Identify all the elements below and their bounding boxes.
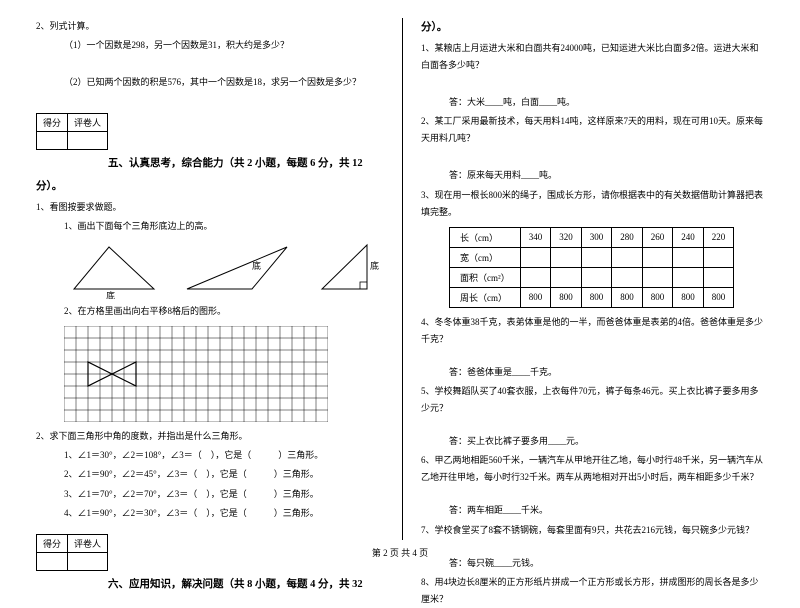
right-column: 分）。 1、某粮店上月运进大米和白面共有24000吨，已知运进大米比白面多2倍。… <box>403 18 772 540</box>
r-a2: 答：原来每天用料____吨。 <box>421 167 764 184</box>
table-cell: 800 <box>612 287 643 307</box>
r-q1: 1、某粮店上月运进大米和白面共有24000吨，已知运进大米比白面多2倍。运进大米… <box>421 40 764 74</box>
table-cell: 300 <box>581 227 612 247</box>
triangle-3: 底 <box>312 239 384 299</box>
q5-2-r3: 3、∠1＝70°，∠2＝70°，∠3＝（ ），它是（ ）三角形。 <box>36 486 384 503</box>
svg-text:底: 底 <box>106 290 115 299</box>
table-cell <box>551 247 582 267</box>
section-6-title: 六、应用知识，解决问题（共 8 小题，每题 4 分，共 32 <box>108 577 384 594</box>
section-5-title: 五、认真思考，综合能力（共 2 小题，每题 6 分，共 12 <box>108 156 384 173</box>
table-cell <box>612 267 643 287</box>
table-cell <box>551 267 582 287</box>
q5-1-sub2: 2、在方格里画出向右平移8格后的图形。 <box>36 303 384 320</box>
r-a6: 答：两车相距____千米。 <box>421 502 764 519</box>
page-footer: 第 2 页 共 4 页 <box>0 546 800 559</box>
table-row-header: 面积（cm²） <box>450 267 521 287</box>
table-cell: 800 <box>581 287 612 307</box>
triangle-row: 底 底 底 <box>64 239 384 299</box>
table-cell <box>642 267 673 287</box>
q5-2-r1: 1、∠1＝30°，∠2＝108°，∠3＝（ ），它是（ ）三角形。 <box>36 447 384 464</box>
table-cell: 800 <box>703 287 734 307</box>
q5-2-title: 2、求下面三角形中角的度数，并指出是什么三角形。 <box>36 428 384 445</box>
triangle-2: 底 <box>182 239 294 299</box>
table-cell <box>703 267 734 287</box>
q5-2-r2: 2、∠1＝90°，∠2＝45°，∠3＝（ ），它是（ ）三角形。 <box>36 466 384 483</box>
table-row-header: 宽（cm） <box>450 247 521 267</box>
table-cell <box>520 247 551 267</box>
r-a4: 答：爸爸体重是____千克。 <box>421 364 764 381</box>
r-q6: 6、甲乙两地相距560千米，一辆汽车从甲地开往乙地，每小时行48千米，另一辆汽车… <box>421 452 764 486</box>
table-cell <box>581 247 612 267</box>
table-cell: 320 <box>551 227 582 247</box>
triangle-3-svg: 底 <box>312 239 384 299</box>
table-cell: 340 <box>520 227 551 247</box>
triangle-1-svg: 底 <box>64 239 164 299</box>
q2-sub1: （1）一个因数是298，另一个因数是31，积大约是多少？ <box>36 37 384 54</box>
table-cell <box>703 247 734 267</box>
r-a1: 答：大米____吨，白面____吨。 <box>421 94 764 111</box>
grid-svg <box>64 326 328 422</box>
q2-title: 2、列式计算。 <box>36 18 384 35</box>
svg-text:底: 底 <box>370 260 379 271</box>
triangle-2-svg: 底 <box>182 239 294 299</box>
table-cell: 220 <box>703 227 734 247</box>
table-cell: 240 <box>673 227 704 247</box>
q2-sub2: （2）已知两个因数的积是576，其中一个因数是18，求另一个因数是多少？ <box>36 74 384 91</box>
table-cell: 800 <box>551 287 582 307</box>
r-q2: 2、某工厂采用最新技术，每天用料14吨，这样原来7天的用料，现在可用10天。原来… <box>421 113 764 147</box>
table-cell <box>612 247 643 267</box>
table-cell <box>673 247 704 267</box>
q5-1-sub1: 1、画出下面每个三角形底边上的高。 <box>36 218 384 235</box>
table-cell <box>642 247 673 267</box>
triangle-1: 底 <box>64 239 164 299</box>
table-cell: 800 <box>642 287 673 307</box>
section-5b: 分）。 <box>36 177 384 197</box>
r-q7: 7、学校食堂买了8套不锈钢碗，每套里面有9只，共花去216元钱，每只碗多少元钱？ <box>421 522 764 539</box>
q5-2-r4: 4、∠1＝90°，∠2＝30°，∠3＝（ ），它是（ ）三角形。 <box>36 505 384 522</box>
table-row-header: 周长（cm） <box>450 287 521 307</box>
grid-wrap <box>64 326 384 422</box>
r-q3: 3、现在用一根长800米的绳子，围成长方形，请你根据表中的有关数据借助计算器把表… <box>421 187 764 221</box>
table-cell: 800 <box>520 287 551 307</box>
table-cell <box>581 267 612 287</box>
table-cell <box>520 267 551 287</box>
q5-1-title: 1、看图按要求做题。 <box>36 199 384 216</box>
data-table: 长（cm）340320300280260240220 宽（cm）面积（cm²）周长… <box>449 227 734 308</box>
score-label: 得分 <box>37 114 68 132</box>
grader-label: 评卷人 <box>68 114 108 132</box>
table-cell: 280 <box>612 227 643 247</box>
table-cell: 800 <box>673 287 704 307</box>
svg-text:底: 底 <box>252 260 261 271</box>
score-box-5: 得分评卷人 <box>36 113 108 150</box>
r-q8: 8、用4块边长8厘米的正方形纸片拼成一个正方形或长方形，拼成图形的周长各是多少厘… <box>421 574 764 608</box>
table-row-header: 长（cm） <box>450 227 521 247</box>
table-cell <box>673 267 704 287</box>
r-a5: 答：买上衣比裤子要多用____元。 <box>421 433 764 450</box>
left-column: 2、列式计算。 （1）一个因数是298，另一个因数是31，积大约是多少？ （2）… <box>28 18 403 540</box>
r-q4: 4、冬冬体重38千克，表弟体重是他的一半，而爸爸体重是表弟的4倍。爸爸体重是多少… <box>421 314 764 348</box>
r-q5: 5、学校舞蹈队买了40套衣服，上衣每件70元，裤子每条46元。买上衣比裤子要多用… <box>421 383 764 417</box>
table-cell: 260 <box>642 227 673 247</box>
section-6b: 分）。 <box>421 18 764 38</box>
